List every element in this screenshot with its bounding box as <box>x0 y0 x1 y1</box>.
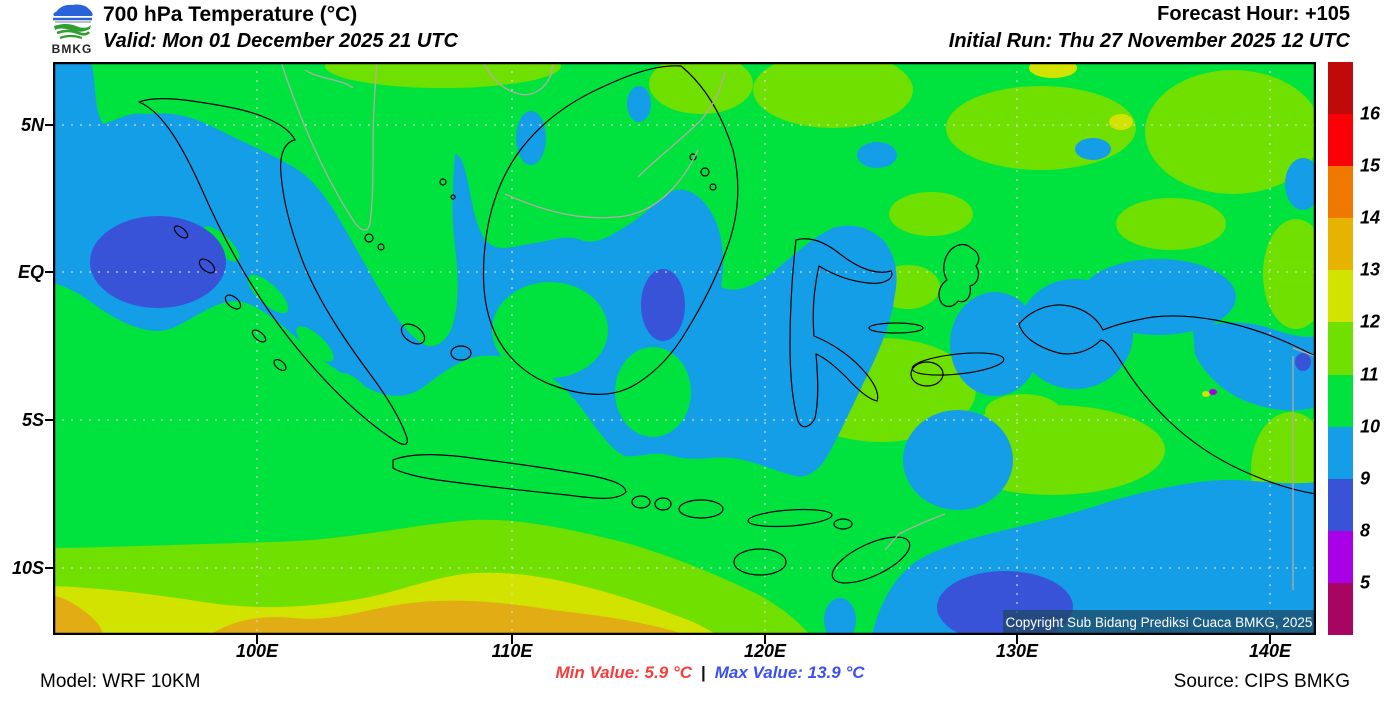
temperature-map: Copyright Sub Bidang Prediksi Cuaca BMKG… <box>52 44 1331 643</box>
max-value-label: Max Value: 13.9 °C <box>714 663 865 682</box>
colorbar-segment <box>1328 166 1353 219</box>
source-label: Source: CIPS BMKG <box>1173 671 1350 692</box>
bmkg-logo-icon <box>53 4 93 40</box>
colorbar-segment <box>1328 322 1353 375</box>
colorbar-label: 5 <box>1360 572 1371 593</box>
lat-label-10s: 10S <box>11 558 44 578</box>
forecast-hour-label: Forecast Hour: +105 <box>1157 3 1350 25</box>
lon-tick-120e <box>764 635 766 644</box>
colorbar-label: 10 <box>1360 416 1381 437</box>
colorbar-segment <box>1328 426 1353 479</box>
lon-label-130e: 130E <box>995 641 1039 661</box>
lat-label-5s: 5S <box>21 410 44 430</box>
map-canvas: Copyright Sub Bidang Prediksi Cuaca BMKG… <box>52 44 1331 643</box>
map-frame <box>52 61 1317 636</box>
min-value-label: Min Value: 5.9 °C <box>555 663 692 682</box>
lat-tick-eq <box>45 271 53 273</box>
bmkg-logo-text: BMKG <box>51 42 93 56</box>
colorbar-label: 11 <box>1360 364 1379 385</box>
field-yellow-dot <box>1202 391 1210 397</box>
initial-run-label: Initial Run: Thu 27 November 2025 12 UTC <box>948 30 1350 52</box>
colorbar-segments <box>1328 62 1353 636</box>
lat-label-eq: EQ <box>17 262 44 282</box>
lon-tick-140e <box>1269 635 1271 644</box>
page-title: 700 hPa Temperature (°C) <box>103 3 358 26</box>
minmax-separator: | <box>700 663 706 682</box>
colorbar-label: 14 <box>1360 207 1381 228</box>
colorbar-segment <box>1328 478 1353 531</box>
colorbar-label: 12 <box>1360 311 1381 332</box>
lon-label-120e: 120E <box>743 641 787 661</box>
lon-tick-110e <box>511 635 513 644</box>
model-label: Model: WRF 10KM <box>40 671 201 692</box>
copyright-band: Copyright Sub Bidang Prediksi Cuaca BMKG… <box>1003 610 1316 633</box>
colorbar-label: 16 <box>1360 103 1381 124</box>
colorbar-label: 13 <box>1360 259 1381 280</box>
field-green-accents <box>202 226 691 437</box>
lon-tick-100e <box>256 635 258 644</box>
lat-tick-5s <box>45 419 53 421</box>
lon-label-100e: 100E <box>235 641 279 661</box>
foreign-borders <box>280 61 1317 590</box>
header-right: Forecast Hour: +105 Initial Run: Thu 27 … <box>949 3 1350 53</box>
valid-time-label: Valid: Mon 01 December 2025 21 UTC <box>103 30 458 52</box>
colorbar-label: 9 <box>1360 468 1371 489</box>
copyright-text: Copyright Sub Bidang Prediksi Cuaca BMKG… <box>1006 615 1313 630</box>
colorbar-segment <box>1328 582 1353 636</box>
colorbar-segment <box>1328 530 1353 583</box>
colorbar-segment <box>1328 270 1353 323</box>
field-purple-dot <box>1209 389 1217 395</box>
colorbar-segment <box>1328 374 1353 427</box>
lat-tick-10s <box>45 567 53 569</box>
minmax-values: Min Value: 5.9 °C | Max Value: 13.9 °C <box>500 663 920 683</box>
colorbar-segment <box>1328 114 1353 167</box>
lat-label-5n: 5N <box>20 115 44 135</box>
lon-label-140e: 140E <box>1248 641 1292 661</box>
bmkg-logo: BMKG <box>45 2 99 58</box>
field-gold <box>53 595 701 640</box>
lat-tick-5n <box>45 124 53 126</box>
coastlines <box>138 65 1317 584</box>
colorbar-labels: 16 15 14 13 12 11 10 9 8 5 <box>1360 62 1400 635</box>
lon-label-110e: 110E <box>491 641 533 661</box>
colorbar-label: 15 <box>1360 155 1381 176</box>
grid-lines <box>53 62 1316 635</box>
lon-tick-130e <box>1016 635 1018 644</box>
colorbar-label: 8 <box>1360 520 1371 541</box>
colorbar-segment <box>1328 218 1353 271</box>
colorbar-segment <box>1328 62 1353 115</box>
